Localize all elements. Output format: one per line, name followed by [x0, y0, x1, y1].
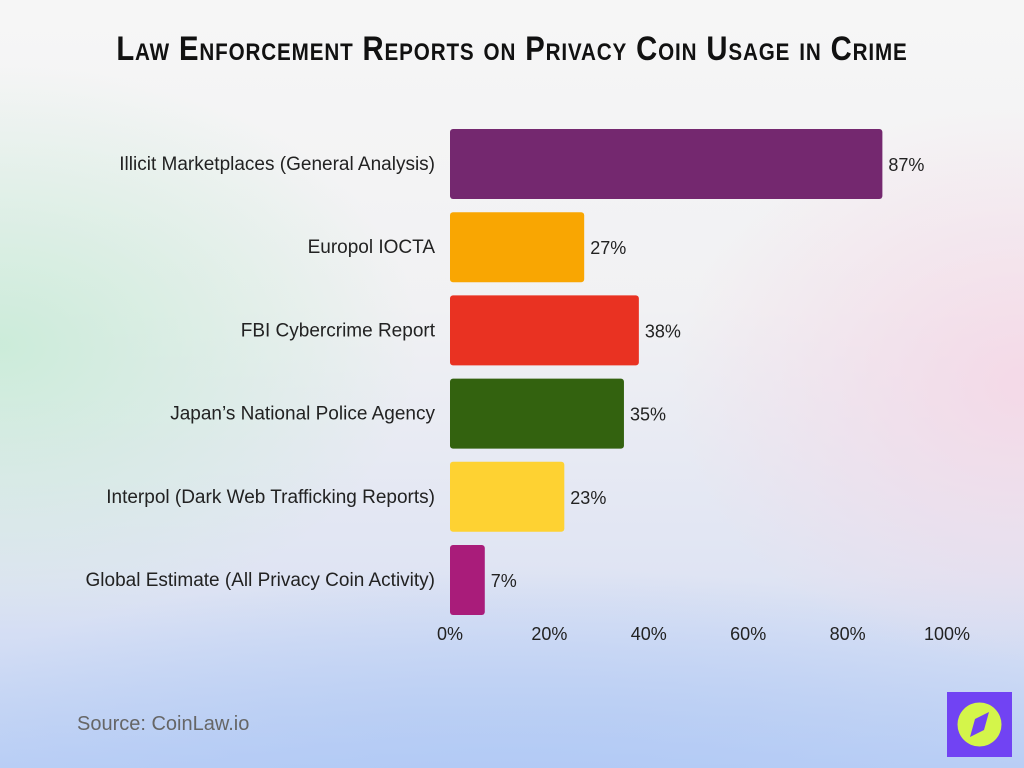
bar — [450, 378, 624, 449]
category-label: Interpol (Dark Web Trafficking Reports) — [106, 487, 435, 508]
x-tick-label: 100% — [924, 624, 970, 644]
x-tick-label: 20% — [531, 624, 567, 644]
source-text: Source: CoinLaw.io — [77, 713, 250, 735]
bar-chart: Illicit Marketplaces (General Analysis) 8… — [86, 129, 970, 644]
category-label: Illicit Marketplaces (General Analysis) — [119, 154, 435, 175]
x-tick-label: 60% — [730, 624, 766, 644]
bar — [450, 545, 485, 615]
logo — [947, 692, 1012, 757]
value-label: 87% — [888, 155, 924, 175]
category-label: Japan’s National Police Agency — [170, 404, 435, 425]
x-tick-label: 40% — [631, 624, 667, 644]
bar — [450, 461, 565, 532]
bar — [450, 129, 883, 199]
value-label: 23% — [570, 488, 606, 508]
value-label: 7% — [491, 571, 517, 591]
category-label: Europol IOCTA — [308, 237, 436, 258]
value-label: 38% — [645, 321, 681, 341]
category-label: Global Estimate (All Privacy Coin Activi… — [86, 570, 436, 591]
chart-title: Law Enforcement Reports on Privacy Coin … — [116, 30, 908, 68]
bar — [450, 212, 585, 283]
x-tick-label: 0% — [437, 624, 463, 644]
value-label: 35% — [630, 405, 666, 425]
category-label: FBI Cybercrime Report — [241, 320, 436, 341]
x-tick-label: 80% — [830, 624, 866, 644]
bar — [450, 295, 639, 366]
compass-icon — [957, 702, 1002, 747]
value-label: 27% — [590, 238, 626, 258]
